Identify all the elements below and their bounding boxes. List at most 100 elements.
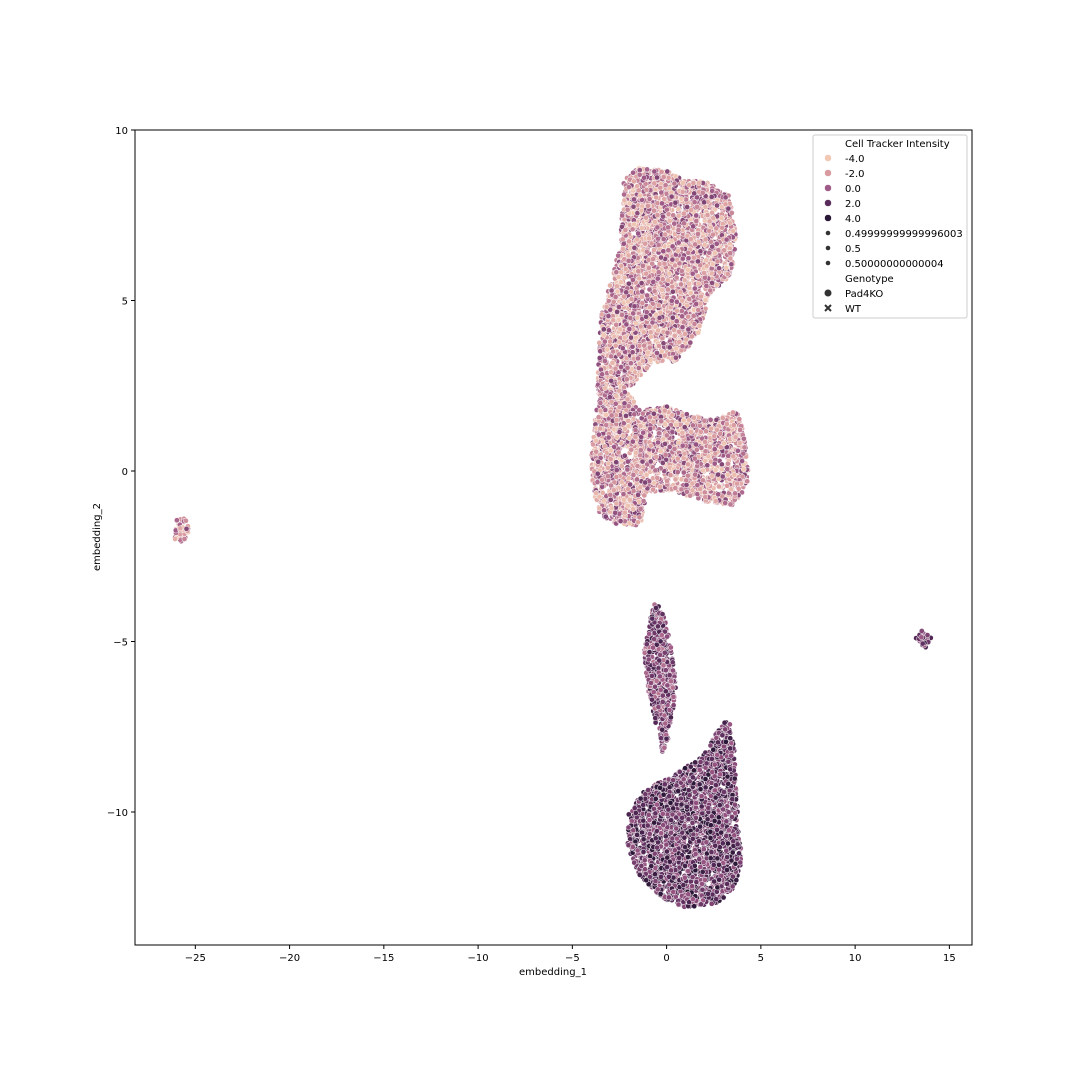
data-point [703,283,710,289]
data-point [728,210,735,216]
data-point [670,212,677,219]
data-point [600,326,607,333]
data-point [624,206,631,213]
data-point [629,349,636,356]
data-point [596,355,603,361]
data-point [685,255,692,262]
data-point [714,202,720,209]
data-point [691,190,698,197]
data-point [618,263,625,269]
data-point [661,352,668,359]
data-point [668,297,675,304]
data-point [614,309,620,315]
data-point [616,304,622,310]
data-point [681,277,688,283]
data-point [601,338,608,345]
data-point [623,321,630,328]
data-point [626,184,632,190]
data-point [696,323,703,329]
data-point [646,196,653,202]
data-point [600,332,607,338]
data-point [654,174,660,181]
data-point [649,319,656,326]
data-point [652,219,658,225]
data-point [699,189,706,196]
data-point [669,256,676,263]
data-point [607,338,613,345]
data-point [673,274,680,281]
data-point [695,307,702,313]
data-point [692,241,698,248]
data-point [685,313,691,320]
data-point [618,279,624,286]
data-point [619,212,626,219]
data-point [628,296,635,302]
data-point [704,212,711,218]
data-point [651,168,658,175]
data-point [598,366,604,373]
data-point [695,329,702,336]
data-point [662,182,669,189]
data-point [675,212,682,219]
data-point [637,192,644,199]
data-point [678,196,685,202]
data-point [716,265,722,272]
data-point [655,235,661,242]
data-point [660,248,667,255]
data-point [638,207,645,214]
data-point [672,199,679,206]
data-point [635,355,641,362]
data-point [702,236,709,243]
data-point [669,243,676,250]
data-point [623,376,630,383]
data-point [608,353,614,360]
data-point [680,180,686,186]
data-point [634,314,641,321]
data-point [701,242,708,248]
data-point [631,178,637,185]
data-point [638,280,645,286]
data-point [619,345,626,352]
data-point [606,327,612,334]
data-point [664,168,671,175]
data-point [647,329,654,336]
data-point [642,240,649,247]
data-point [637,323,644,330]
data-point [723,265,730,271]
data-point [643,214,649,221]
data-point [608,377,615,384]
data-point [671,327,677,333]
data-point [625,252,632,259]
data-point [665,224,671,231]
data-point [659,200,665,207]
data-point [728,261,735,268]
data-point [626,238,632,245]
data-point [695,231,701,237]
data-point [674,307,680,314]
data-point [706,218,713,225]
data-point [639,293,645,300]
data-point [695,180,702,186]
data-point [710,231,716,238]
data-point [652,295,659,301]
data-point [650,256,656,262]
data-point [708,194,715,200]
data-point [709,261,716,267]
data-point [666,270,673,277]
data-point [651,207,657,214]
data-point [656,314,663,321]
data-point [671,332,678,339]
data-point [665,277,672,284]
data-point [727,219,733,226]
data-point [631,221,637,228]
data-point [644,166,650,173]
data-point [658,189,665,196]
data-point [650,279,657,285]
data-point [624,364,631,371]
data-point [605,313,612,319]
data-point [677,288,684,295]
data-point [673,345,680,352]
data-point [671,220,678,227]
data-point [626,326,633,332]
data-point [622,266,629,272]
